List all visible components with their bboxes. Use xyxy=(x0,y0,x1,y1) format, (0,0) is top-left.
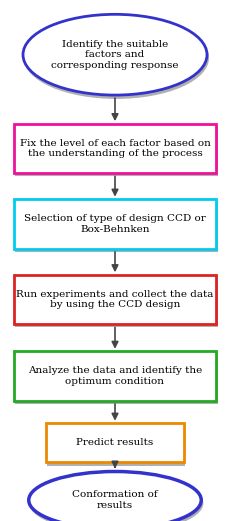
Ellipse shape xyxy=(23,14,206,95)
FancyBboxPatch shape xyxy=(15,355,217,404)
Ellipse shape xyxy=(24,18,207,98)
Text: Identify the suitable
factors and
corresponding response: Identify the suitable factors and corres… xyxy=(51,40,178,70)
Text: Selection of type of design CCD or
Box-Behnken: Selection of type of design CCD or Box-B… xyxy=(24,214,205,234)
FancyBboxPatch shape xyxy=(14,200,215,249)
FancyBboxPatch shape xyxy=(14,275,215,324)
FancyBboxPatch shape xyxy=(15,203,217,252)
FancyBboxPatch shape xyxy=(15,127,217,176)
Text: Conformation of
results: Conformation of results xyxy=(72,490,157,510)
FancyBboxPatch shape xyxy=(14,124,215,173)
Text: Run experiments and collect the data
by using the CCD design: Run experiments and collect the data by … xyxy=(16,290,213,309)
Text: Analyze the data and identify the
optimum condition: Analyze the data and identify the optimu… xyxy=(28,366,201,386)
Ellipse shape xyxy=(29,472,200,521)
FancyBboxPatch shape xyxy=(47,426,185,466)
Text: Predict results: Predict results xyxy=(76,438,153,448)
FancyBboxPatch shape xyxy=(14,352,215,401)
FancyBboxPatch shape xyxy=(15,278,217,328)
FancyBboxPatch shape xyxy=(46,423,183,463)
Ellipse shape xyxy=(30,475,202,521)
Text: Fix the level of each factor based on
the understanding of the process: Fix the level of each factor based on th… xyxy=(19,139,210,158)
